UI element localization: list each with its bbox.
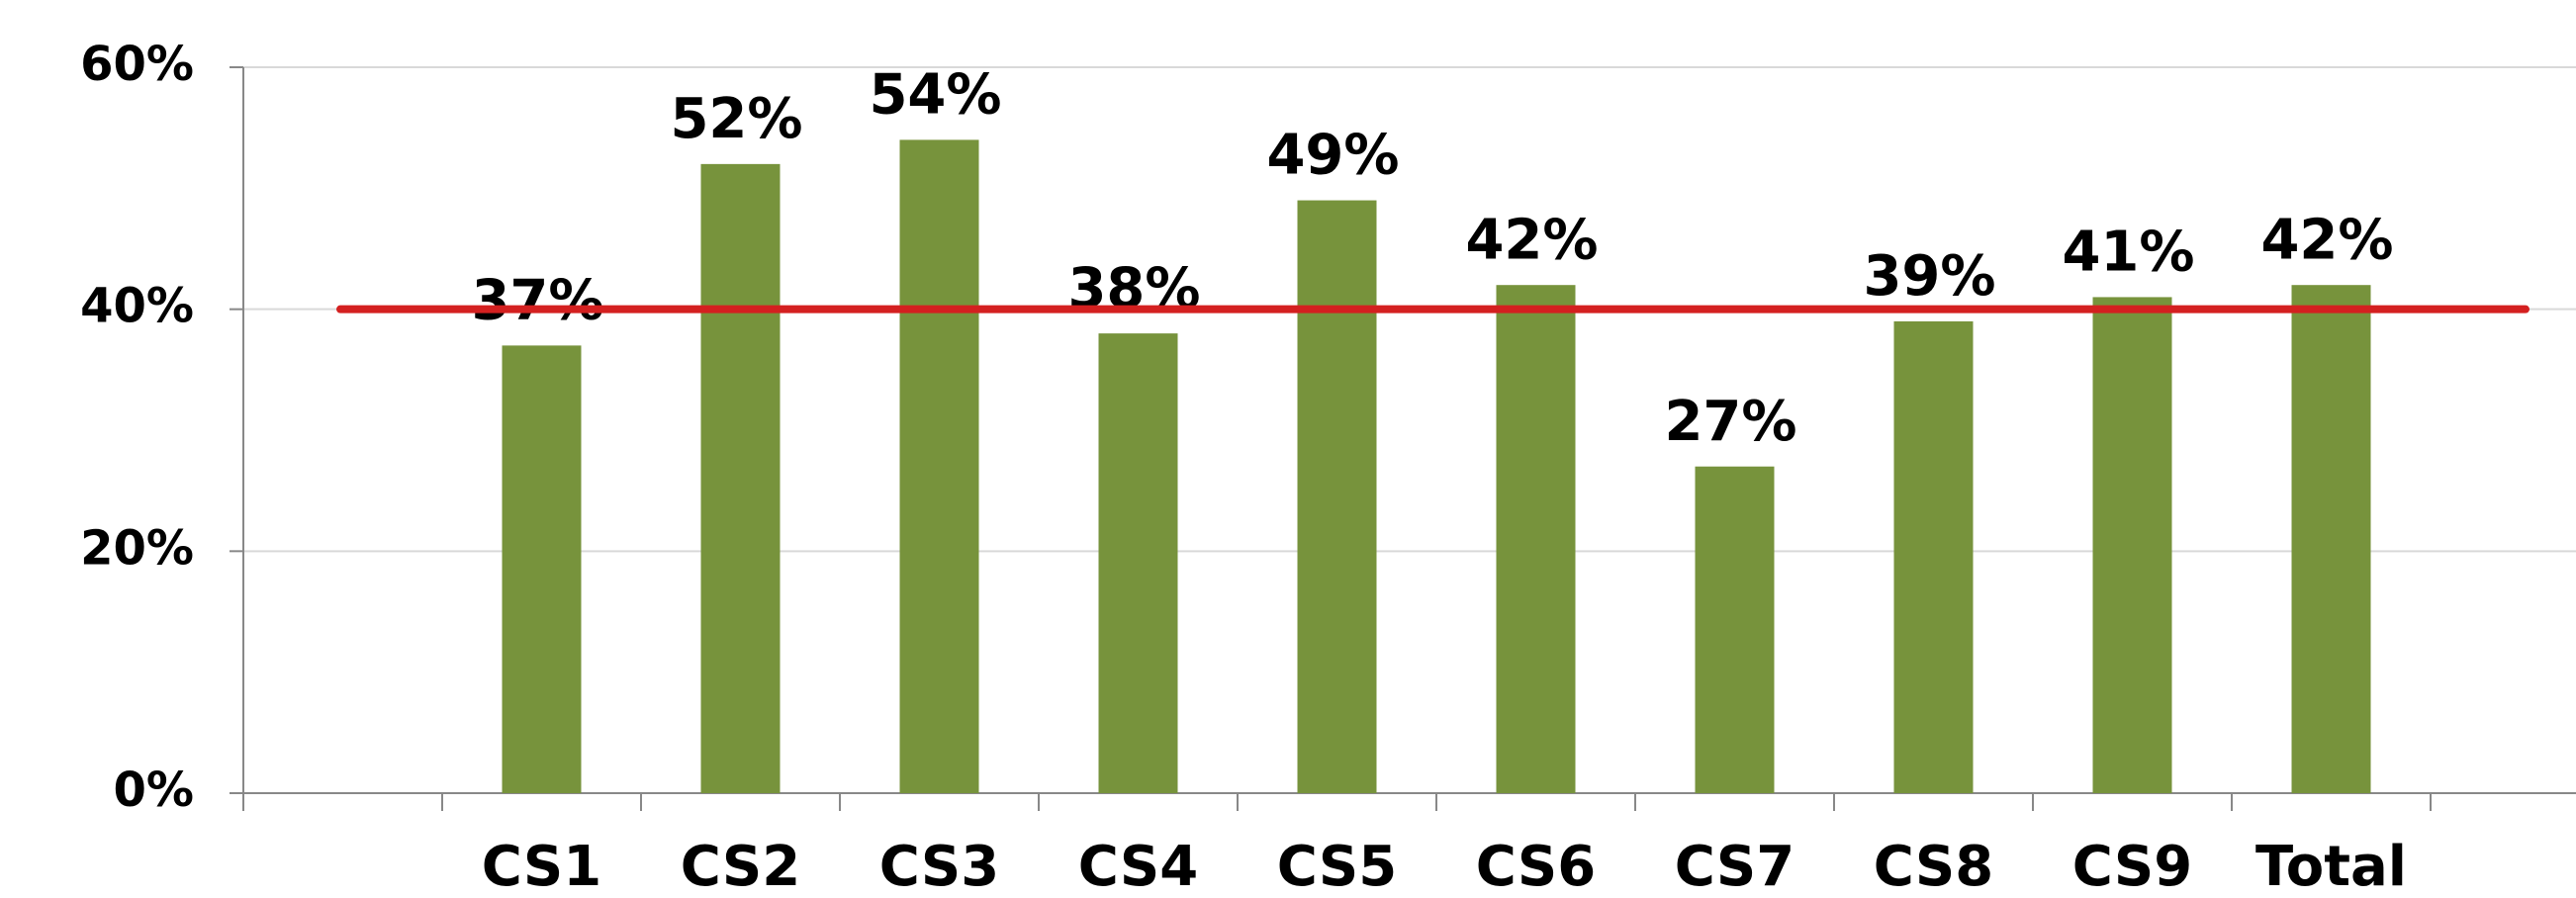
y-tick-label: 60% bbox=[80, 37, 194, 92]
x-tick-label: CS7 bbox=[1675, 835, 1794, 898]
y-tick-label: 20% bbox=[80, 520, 194, 576]
x-tick-label: CS2 bbox=[681, 835, 800, 898]
x-tick-label: CS5 bbox=[1277, 835, 1397, 898]
bar bbox=[1496, 285, 1576, 793]
bar bbox=[1695, 466, 1775, 793]
bar bbox=[1893, 320, 1974, 793]
bar bbox=[2291, 285, 2371, 793]
y-tick-label: 40% bbox=[80, 279, 194, 334]
x-tick-label: CS4 bbox=[1078, 835, 1198, 898]
x-tick-label: CS3 bbox=[879, 835, 999, 898]
value-label: 49% bbox=[1266, 124, 1399, 188]
value-label: 41% bbox=[2062, 221, 2194, 285]
value-label: 52% bbox=[670, 87, 802, 151]
x-tick-label: Total bbox=[2255, 835, 2407, 898]
value-label: 39% bbox=[1863, 244, 1995, 309]
value-label: 37% bbox=[471, 269, 603, 333]
bar bbox=[899, 139, 979, 793]
y-tick-label: 0% bbox=[114, 763, 195, 818]
x-tick-label: CS6 bbox=[1476, 835, 1596, 898]
value-label: 42% bbox=[1465, 208, 1598, 272]
value-label: 42% bbox=[2260, 208, 2393, 272]
value-label: 27% bbox=[1664, 390, 1796, 454]
bar bbox=[700, 163, 781, 793]
x-tick-label: CS1 bbox=[482, 835, 601, 898]
value-label: 54% bbox=[869, 63, 1001, 128]
x-tick-label: CS8 bbox=[1874, 835, 1993, 898]
x-tick-label: CS9 bbox=[2072, 835, 2192, 898]
bar bbox=[1297, 200, 1377, 794]
bar bbox=[502, 345, 582, 793]
bar bbox=[2092, 297, 2172, 793]
bar bbox=[1098, 333, 1178, 793]
